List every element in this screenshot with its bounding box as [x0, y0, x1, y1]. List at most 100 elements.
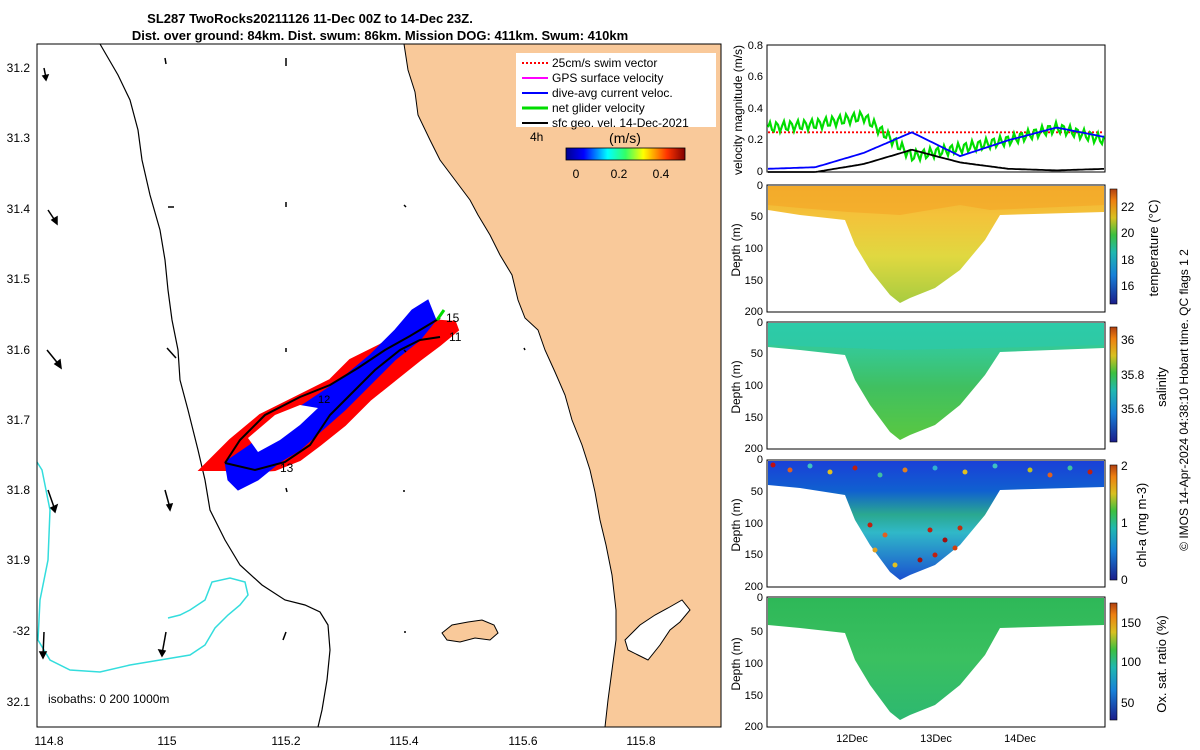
map-legend: 25cm/s swim vector GPS surface velocity …: [516, 53, 716, 130]
time-tick-13dec: 13Dec: [920, 733, 952, 745]
land-area: [403, 43, 722, 728]
isobath-200m: [36, 461, 249, 673]
vel-ytick: 0.8: [748, 40, 763, 52]
velocity-line-4: [768, 148, 1104, 173]
ox-ytick: 0: [757, 592, 763, 604]
oxygen-section: [768, 598, 1104, 720]
time-tick-12dec: 12Dec: [836, 733, 868, 745]
chla-ytick: 150: [745, 549, 763, 561]
map-ytick: 31.4: [7, 202, 31, 216]
time-interval-label: 4h: [530, 130, 543, 144]
vel-ylabel: velocity magnitude (m/s): [731, 45, 745, 175]
colorbar-tick-2: 0.4: [653, 167, 670, 181]
ox-ctick: 150: [1121, 616, 1141, 630]
map-ytick: -32: [13, 624, 31, 638]
chla-panel: 0 50 100 150 200 Depth (m) 0 1 2 chl-a (…: [729, 454, 1149, 593]
ox-ytick: 150: [745, 690, 763, 702]
temp-ytick: 200: [745, 306, 763, 318]
chla-ytick: 100: [745, 518, 763, 530]
qc-note: © IMOS 14-Apr-2024 04:38:10 Hobart time.…: [1177, 249, 1191, 551]
isobath-0m: [99, 43, 331, 728]
map-ytick: 32.1: [7, 695, 31, 709]
vel-ytick: 0.6: [748, 71, 763, 83]
chla-colorbar: [1109, 464, 1118, 581]
ox-ctick: 100: [1121, 655, 1141, 669]
estuary: [624, 599, 691, 661]
temp-ytick: 150: [745, 275, 763, 287]
ox-colorbar: [1109, 602, 1118, 721]
sal-ytick: 100: [745, 380, 763, 392]
ox-ylabel: Depth (m): [729, 637, 743, 690]
temp-y-axis: 0 50 100 150 200: [745, 180, 763, 318]
glider-track: [224, 317, 441, 472]
ox-ytick: 50: [751, 626, 763, 638]
colorbar-tick-0: 0: [573, 167, 580, 181]
ox-clabel: Ox. sat. ratio (%): [1154, 615, 1169, 713]
map-y-axis: 31.2 31.3 31.4 31.5 31.6 31.7 31.8 31.9 …: [7, 61, 31, 709]
chla-ytick: 0: [757, 454, 763, 466]
sal-y-axis: 0 50 100 150 200: [745, 317, 763, 455]
vel-ytick: 0.2: [748, 134, 763, 146]
map-frame: [36, 43, 722, 728]
time-axis: 12Dec 13Dec 14Dec: [836, 733, 1036, 745]
map-xtick: 115.2: [271, 734, 300, 748]
sal-ytick: 150: [745, 412, 763, 424]
velocity-series: [766, 108, 1106, 173]
sal-ctick: 36: [1121, 333, 1135, 347]
sal-ctick: 35.6: [1121, 402, 1145, 416]
map-xtick: 114.8: [34, 734, 63, 748]
temp-ytick: 100: [745, 243, 763, 255]
track-label-13: 13: [280, 461, 294, 475]
legend-geo: sfc geo. vel. 14-Dec-2021: [552, 116, 689, 130]
ox-ytick: 200: [745, 721, 763, 733]
track-label-12: 12: [318, 394, 330, 406]
temp-ytick: 50: [751, 211, 763, 223]
map-ytick: 31.6: [7, 343, 31, 357]
track-label-11: 11: [449, 330, 462, 344]
map-xtick: 115.8: [626, 734, 655, 748]
chla-section: [768, 461, 1104, 580]
map-ytick: 31.9: [7, 553, 31, 567]
chla-ylabel: Depth (m): [729, 498, 743, 551]
ox-y-axis: 0 50 100 150 200: [745, 592, 763, 733]
velocity-line-2: [766, 108, 1106, 164]
chla-ctick: 0: [1121, 573, 1128, 587]
loop-interior: [248, 405, 318, 452]
chla-bottle-points: [770, 462, 1093, 568]
temperature-section: [768, 186, 1104, 303]
map-xtick: 115.4: [389, 734, 418, 748]
chla-ctick: 1: [1121, 516, 1128, 530]
chla-y-axis: 0 50 100 150 200: [745, 454, 763, 593]
colorbar-tick-1: 0.2: [611, 167, 628, 181]
sal-ylabel: Depth (m): [729, 360, 743, 413]
sal-colorbar: [1109, 326, 1118, 443]
legend-gps: GPS surface velocity: [552, 71, 663, 85]
temp-ctick: 22: [1121, 200, 1135, 214]
map-ytick: 31.7: [7, 413, 31, 427]
ox-ytick: 100: [745, 658, 763, 670]
speed-colorbar: [565, 147, 686, 161]
map-ytick: 31.3: [7, 131, 31, 145]
velocity-line-3: [767, 126, 1105, 170]
salinity-section: [768, 323, 1104, 440]
vel-ytick: 0.4: [748, 103, 763, 115]
time-tick-14dec: 14Dec: [1004, 733, 1036, 745]
map-x-axis: 114.8 115 115.2 115.4 115.6 115.8: [34, 734, 655, 748]
chla-ctick: 2: [1121, 459, 1128, 473]
island: [441, 619, 499, 643]
sal-ytick: 200: [745, 443, 763, 455]
legend-net: net glider velocity: [552, 101, 645, 115]
temperature-panel: 0 50 100 150 200 Depth (m) 16 18 20 22 t…: [729, 180, 1161, 318]
chla-ytick: 50: [751, 486, 763, 498]
sal-clabel: salinity: [1154, 367, 1169, 407]
map-xtick: 115.6: [508, 734, 537, 748]
ox-ctick: 50: [1121, 696, 1135, 710]
temp-clabel: temperature (°C): [1146, 200, 1161, 297]
sal-ytick: 50: [751, 348, 763, 360]
map-ytick: 31.5: [7, 272, 31, 286]
velocity-panel: 0 0.2 0.4 0.6 0.8 velocity magnitude (m/…: [731, 40, 1106, 178]
map-ytick: 31.8: [7, 483, 31, 497]
figure-title-line2: Dist. over ground: 84km. Dist. swum: 86k…: [132, 28, 628, 43]
temp-ylabel: Depth (m): [729, 223, 743, 276]
